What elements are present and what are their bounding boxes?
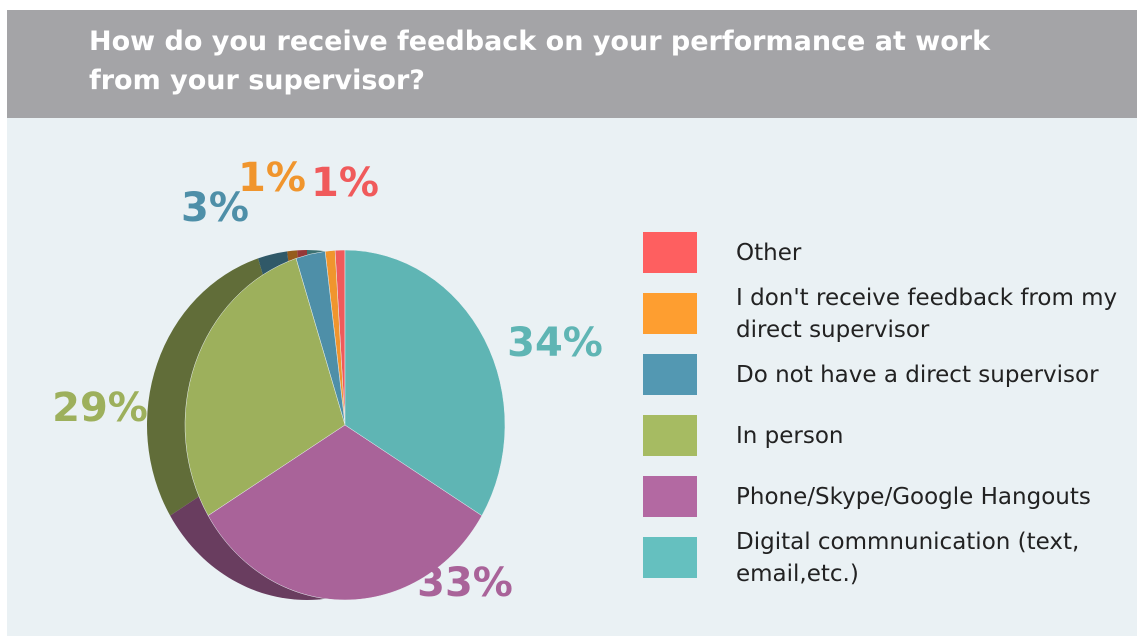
legend: Other I don't receive feedback from my di…	[643, 222, 1133, 588]
legend-label: I don't receive feedback from my direct …	[736, 284, 1118, 343]
slice	[344, 249, 506, 516]
legend-label: Phone/Skype/Google Hangouts	[736, 483, 1091, 510]
legend-item: Other	[643, 222, 1133, 283]
legend-item: Do not have a direct supervisor	[643, 344, 1133, 405]
legend-swatch	[643, 476, 697, 517]
data-label: 1%	[238, 155, 306, 201]
pie	[184, 249, 506, 601]
data-label: 3%	[181, 185, 249, 231]
data-label: 33%	[417, 560, 513, 606]
legend-label: In person	[736, 422, 844, 449]
data-label: 34%	[507, 320, 603, 366]
legend-item: Digital commnunication (text, email,etc.…	[643, 527, 1133, 588]
slice	[207, 424, 483, 601]
legend-label: Digital commnunication (text, email,etc.…	[736, 528, 1080, 587]
legend-label: Do not have a direct supervisor	[736, 361, 1099, 388]
legend-item: In person	[643, 405, 1133, 466]
legend-swatch	[643, 415, 697, 456]
legend-swatch	[643, 232, 697, 273]
legend-swatch	[643, 293, 697, 334]
legend-swatch	[643, 354, 697, 395]
legend-label: Other	[736, 239, 802, 266]
chart-title: How do you receive feedback on your perf…	[89, 26, 991, 96]
data-label: 29%	[52, 385, 148, 431]
legend-item: Phone/Skype/Google Hangouts	[643, 466, 1133, 527]
legend-swatch	[643, 537, 697, 578]
chart: 1%1%3%29%33%34%	[52, 155, 603, 606]
header: How do you receive feedback on your perf…	[7, 10, 1137, 118]
legend-item: I don't receive feedback from my direct …	[643, 283, 1133, 344]
data-label: 1%	[311, 160, 379, 206]
